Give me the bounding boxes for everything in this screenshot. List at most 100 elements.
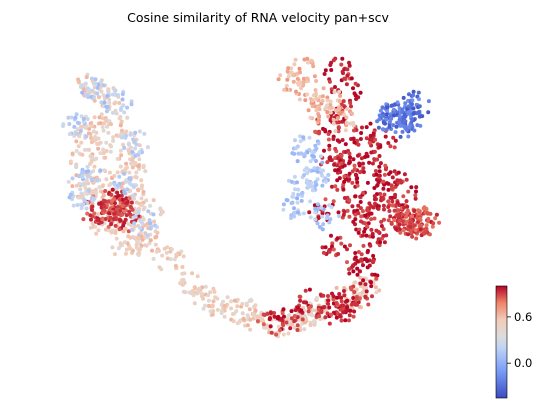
data-point [122, 171, 126, 176]
data-point [323, 176, 328, 181]
data-point [386, 141, 391, 145]
data-point [282, 87, 287, 92]
data-point [159, 267, 164, 272]
data-point [306, 309, 311, 314]
data-point [162, 246, 167, 251]
data-point [365, 208, 370, 213]
data-point [106, 224, 111, 229]
data-point [174, 252, 179, 257]
data-point [301, 135, 306, 140]
data-point [317, 114, 322, 119]
data-point [151, 198, 156, 203]
data-point [195, 274, 200, 279]
data-point [390, 175, 395, 180]
data-point [150, 248, 154, 253]
data-point [128, 246, 133, 251]
data-point [105, 105, 110, 110]
data-point [203, 303, 207, 308]
data-point [360, 125, 364, 130]
data-point [77, 121, 81, 126]
data-point [85, 117, 90, 121]
data-point [309, 311, 314, 316]
data-point [334, 285, 339, 290]
data-point [321, 293, 326, 298]
data-point [124, 247, 129, 252]
data-point [85, 164, 90, 169]
data-point [298, 298, 303, 303]
data-point [381, 113, 386, 118]
data-point [96, 146, 101, 151]
data-point [335, 311, 340, 316]
data-point [361, 263, 365, 268]
data-point [323, 245, 328, 250]
data-point [104, 177, 109, 182]
data-point [190, 271, 195, 276]
data-point [79, 191, 84, 196]
data-point [329, 205, 334, 210]
data-point [89, 217, 93, 222]
data-point [335, 116, 340, 120]
data-point [347, 271, 352, 276]
data-point [337, 89, 342, 94]
data-point [317, 131, 321, 136]
data-point [365, 259, 370, 264]
data-point [90, 204, 95, 209]
data-point [80, 203, 85, 208]
data-point [89, 135, 93, 140]
data-point [402, 172, 407, 177]
data-point [392, 208, 397, 213]
data-point [89, 124, 94, 129]
data-point [380, 197, 385, 202]
data-point [401, 228, 406, 233]
data-point [80, 167, 85, 172]
data-point [367, 263, 372, 268]
data-point [81, 117, 86, 121]
data-point [94, 156, 99, 161]
data-point [353, 261, 358, 266]
data-point [332, 90, 337, 94]
data-point [299, 198, 304, 203]
data-point [135, 235, 140, 240]
data-point [337, 139, 342, 144]
data-point [110, 187, 115, 192]
data-point [351, 157, 356, 162]
data-point [307, 135, 312, 140]
data-point [320, 94, 325, 99]
data-point [355, 180, 360, 185]
data-point [86, 131, 91, 136]
data-point [336, 252, 341, 256]
data-point [301, 305, 306, 310]
data-point [78, 187, 83, 192]
data-point [382, 217, 386, 222]
data-point [378, 108, 383, 113]
data-point [101, 93, 106, 98]
data-point [312, 150, 317, 155]
data-point [424, 223, 429, 228]
data-point [70, 184, 75, 189]
data-point [326, 298, 331, 303]
data-point [276, 324, 281, 329]
data-point [107, 211, 112, 216]
data-point [354, 227, 359, 232]
data-point [348, 243, 352, 248]
data-point [368, 121, 373, 126]
data-point [389, 183, 394, 188]
data-point [93, 224, 98, 229]
data-point [109, 122, 113, 127]
data-point [129, 99, 134, 104]
data-point [194, 290, 199, 295]
data-point [371, 258, 376, 263]
data-point [296, 81, 300, 86]
data-point [353, 81, 358, 86]
data-point [358, 170, 363, 175]
data-point [378, 191, 383, 196]
data-point [115, 183, 120, 188]
data-point [138, 218, 143, 223]
data-point [79, 125, 84, 129]
data-point [141, 207, 146, 212]
data-point [356, 230, 361, 235]
data-point [245, 313, 250, 318]
data-point [370, 161, 375, 166]
data-point [124, 200, 129, 205]
data-point [124, 161, 129, 166]
